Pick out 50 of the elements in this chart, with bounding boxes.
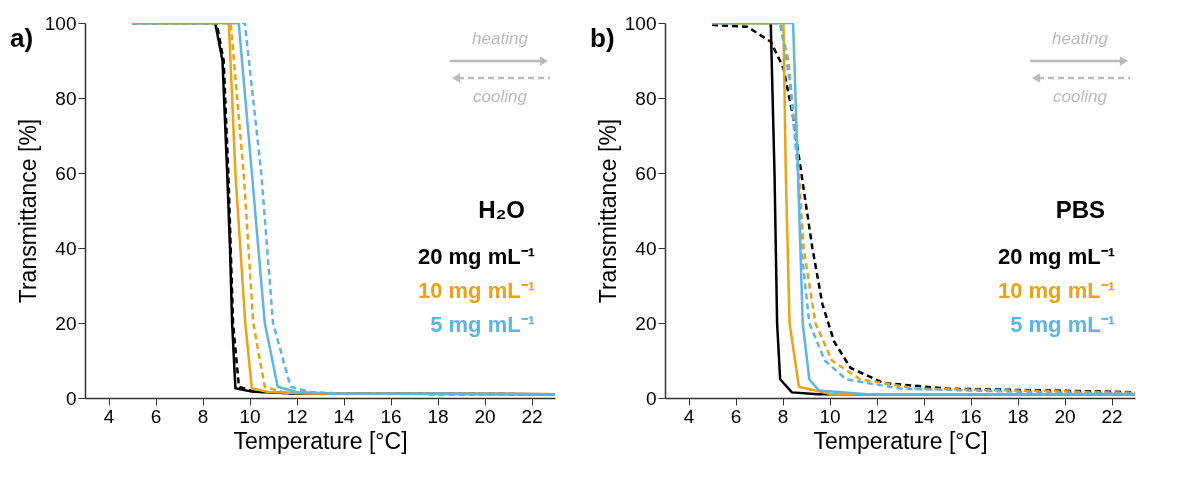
y-tick-label: 40: [55, 237, 77, 259]
y-tick-label: 80: [635, 87, 657, 109]
annotation: heating: [472, 29, 529, 48]
x-tick-label: 6: [150, 405, 162, 427]
annotation: heating: [1052, 29, 1109, 48]
x-tick-label: 20: [1054, 405, 1076, 427]
x-tick-label: 8: [777, 405, 789, 427]
legend-title: PBS: [1055, 195, 1105, 223]
y-tick-label: 80: [55, 87, 77, 109]
x-tick-label: 12: [866, 405, 888, 427]
x-tick-label: 22: [1101, 405, 1123, 427]
y-axis-title: Transmittance [%]: [594, 118, 621, 304]
x-tick-label: 18: [427, 405, 449, 427]
text: 5 mg mL⁻¹: [1010, 311, 1115, 337]
text: 5 mg mL⁻¹: [430, 311, 535, 337]
x-tick-label: 10: [819, 405, 841, 427]
x-tick-label: 16: [960, 405, 982, 427]
y-tick-label: 0: [645, 387, 657, 409]
x-tick-label: 18: [1007, 405, 1029, 427]
annotation: cooling: [473, 87, 528, 106]
y-tick-label: 60: [635, 162, 657, 184]
x-tick-label: 8: [197, 405, 209, 427]
x-tick-label: 14: [913, 405, 935, 427]
legend-title: H₂O: [478, 195, 525, 223]
y-tick-label: 100: [624, 12, 657, 34]
x-tick-label: 4: [683, 405, 695, 427]
annotation: cooling: [1053, 87, 1108, 106]
chart-title: b): [590, 23, 615, 53]
text: 10 mg mL⁻¹: [997, 277, 1115, 303]
x-tick-label: 16: [380, 405, 402, 427]
x-axis-title: Temperature [°C]: [233, 427, 408, 454]
y-tick-label: 0: [65, 387, 77, 409]
y-tick-label: 20: [55, 312, 77, 334]
y-tick-label: 100: [44, 12, 77, 34]
x-tick-label: 14: [333, 405, 355, 427]
text: 20 mg mL⁻¹: [417, 243, 535, 269]
y-tick-label: 40: [635, 237, 657, 259]
x-axis-title: Temperature [°C]: [813, 427, 988, 454]
y-tick-label: 20: [635, 312, 657, 334]
chart-title: a): [10, 23, 34, 53]
y-tick-label: 60: [55, 162, 77, 184]
x-tick-label: 6: [730, 405, 742, 427]
y-axis-title: Transmittance [%]: [14, 118, 41, 304]
x-tick-label: 10: [239, 405, 261, 427]
text: 20 mg mL⁻¹: [997, 243, 1115, 269]
x-tick-label: 22: [521, 405, 543, 427]
x-tick-label: 12: [286, 405, 308, 427]
x-tick-label: 20: [474, 405, 496, 427]
x-tick-label: 4: [103, 405, 115, 427]
text: 10 mg mL⁻¹: [417, 277, 535, 303]
